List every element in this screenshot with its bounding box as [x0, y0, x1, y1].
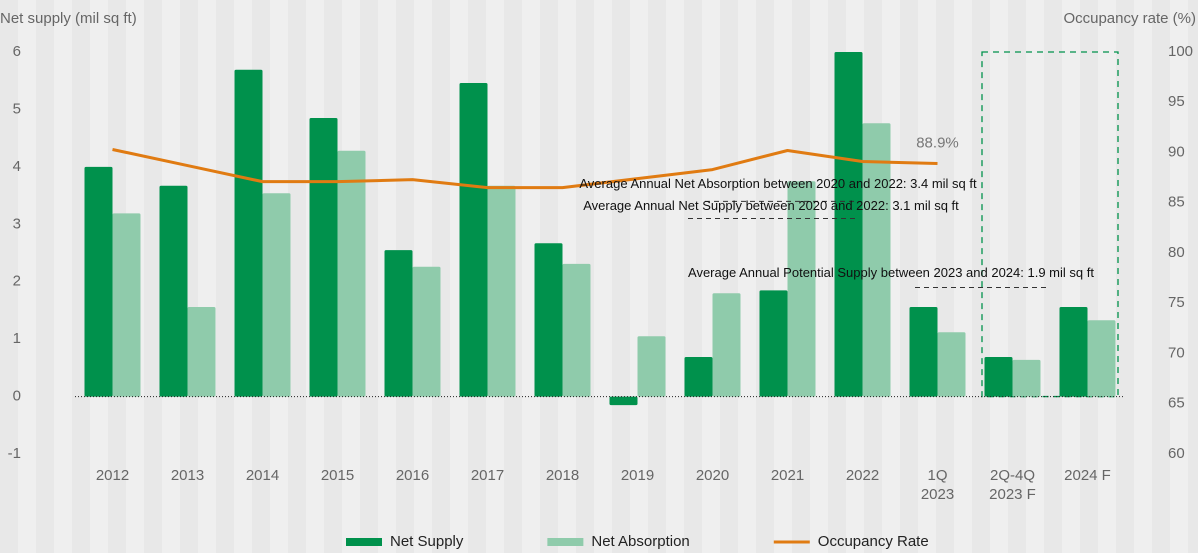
y-tick-label: 6 — [13, 43, 21, 60]
x-tick-label: 2014 — [245, 467, 280, 484]
bar — [534, 243, 563, 397]
bar — [234, 69, 263, 397]
bar — [1087, 320, 1116, 397]
bar — [487, 185, 516, 397]
y-tick-label: 4 — [13, 158, 21, 175]
x-tick-label: 2022 — [845, 467, 880, 484]
y-tick-label: 0 — [13, 388, 21, 405]
y-tick-label: 3 — [13, 215, 21, 232]
legend-swatch — [346, 538, 382, 546]
annotation: Average Annual Net Absorption between 20… — [579, 176, 977, 191]
annotation: Average Annual Potential Supply between … — [688, 265, 1094, 280]
bar — [684, 356, 713, 397]
y2-tick-label: 75 — [1168, 294, 1185, 311]
bar — [609, 396, 638, 406]
x-tick-label: 2021 — [770, 467, 805, 484]
forecast-box — [981, 51, 1119, 398]
x-tick-label: 2018 — [545, 467, 580, 484]
bar — [759, 290, 788, 397]
annotation: Average Annual Net Supply between 2020 a… — [583, 198, 959, 213]
bar — [862, 123, 891, 397]
x-tick-label: 2020 — [695, 467, 730, 484]
bar — [1012, 359, 1041, 397]
bar — [984, 356, 1013, 397]
legend-label: Net Supply — [390, 533, 464, 550]
y2-axis-title: Occupancy rate (%) — [1063, 10, 1196, 27]
y2-tick-label: 80 — [1168, 244, 1185, 261]
y-axis-title: Net supply (mil sq ft) — [0, 10, 137, 27]
bar — [262, 193, 291, 397]
bar — [909, 306, 938, 397]
x-tick-label: 2013 — [170, 467, 205, 484]
y2-tick-label: 65 — [1168, 395, 1185, 412]
x-tick-label: 2015 — [320, 467, 355, 484]
bar — [459, 83, 488, 397]
bar — [562, 263, 591, 397]
bar — [337, 150, 366, 397]
bar — [412, 266, 441, 397]
y-tick-label: -1 — [8, 445, 21, 462]
x-tick-label: 2024 F — [1064, 467, 1111, 484]
bar — [309, 118, 338, 397]
legend-label: Occupancy Rate — [818, 533, 929, 550]
bar — [112, 213, 141, 397]
legend-swatch — [547, 538, 584, 546]
x-tick-label: 2012 — [95, 467, 130, 484]
bar — [159, 185, 188, 397]
bar — [937, 332, 966, 397]
legend-label: Net Absorption — [591, 533, 689, 550]
bar — [84, 166, 113, 397]
x-tick-label: 2017 — [470, 467, 505, 484]
x-tick-label: 2016 — [395, 467, 430, 484]
y-tick-label: 2 — [13, 273, 21, 290]
y2-tick-label: 70 — [1168, 344, 1185, 361]
bar — [1059, 306, 1088, 397]
bar — [637, 336, 666, 397]
x-tick-label: 2Q-4Q 2023 F — [989, 467, 1036, 503]
y2-tick-label: 85 — [1168, 194, 1185, 211]
bar — [384, 250, 413, 397]
y-tick-label: 5 — [13, 100, 21, 117]
value-label: 88.9% — [916, 135, 959, 152]
x-tick-label: 2019 — [620, 467, 655, 484]
x-tick-label: 1Q 2023 — [920, 467, 955, 503]
y-tick-label: 1 — [13, 330, 21, 347]
y2-tick-label: 100 — [1168, 43, 1193, 60]
bar — [712, 293, 741, 397]
y2-tick-label: 95 — [1168, 93, 1185, 110]
bar — [187, 306, 216, 397]
y2-tick-label: 60 — [1168, 445, 1185, 462]
occupancy-line — [112, 148, 938, 190]
bar — [834, 52, 863, 397]
y2-tick-label: 90 — [1168, 143, 1185, 160]
bar — [787, 181, 816, 397]
